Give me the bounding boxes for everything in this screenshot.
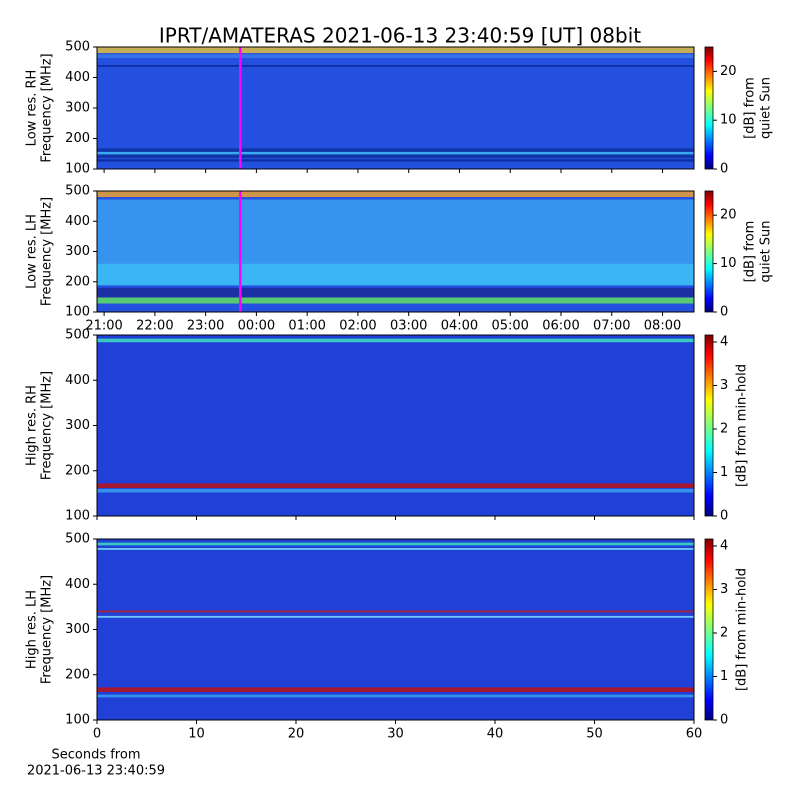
y-tick-label: 500: [65, 40, 90, 55]
heatmap-band: [97, 191, 694, 198]
y-tick-label: 200: [65, 463, 90, 478]
colorbar-label: [dB] from min-hold: [735, 364, 750, 487]
colorbar-tick-label: 4: [720, 538, 728, 553]
colorbar-tick-label: 3: [720, 378, 728, 393]
x-tick-label: 04:00: [441, 319, 478, 334]
y-tick-label: 100: [65, 162, 90, 177]
colorbar-tick-label: 1: [720, 669, 728, 684]
y-axis-label: Frequency [MHz]: [40, 53, 55, 162]
colorbar-tick-label: 4: [720, 334, 728, 349]
heatmap-band: [97, 610, 694, 613]
x-tick-label: 40: [487, 727, 504, 742]
colorbar-label: [dB] from min-hold: [735, 568, 750, 691]
heatmap-band: [97, 287, 694, 298]
heatmap-band: [97, 65, 694, 67]
x-tick-label: 03:00: [390, 319, 427, 334]
heatmap-band: [97, 159, 694, 162]
heatmap-band: [97, 151, 694, 155]
y-tick-label: 400: [65, 70, 90, 85]
x-tick-label: 21:00: [85, 319, 122, 334]
x-tick-label: 20: [288, 727, 305, 742]
colorbar-tick-label: 0: [720, 162, 728, 177]
heatmap-band: [97, 199, 694, 264]
colorbar-tick-label: 0: [720, 509, 728, 524]
x-tick-label: 30: [387, 727, 404, 742]
colorbar-tick-label: 2: [720, 421, 728, 436]
colorbar: [704, 334, 714, 517]
y-tick-label: 500: [65, 532, 90, 547]
y-tick-label: 200: [65, 274, 90, 289]
y-axis-label: Frequency [MHz]: [40, 371, 55, 480]
x-tick-label: 00:00: [238, 319, 275, 334]
x-axis-label: 2021-06-13 23:40:59: [27, 764, 165, 779]
x-tick-label: 05:00: [491, 319, 528, 334]
heatmap-band: [97, 263, 694, 286]
x-axis-label: Seconds from: [51, 748, 140, 763]
heatmap-band: [97, 297, 694, 304]
y-tick-label: 300: [65, 622, 90, 637]
figure-title: IPRT/AMATERAS 2021-06-13 23:40:59 [UT] 0…: [159, 24, 641, 48]
heatmap: [97, 539, 694, 720]
x-tick-label: 60: [686, 727, 703, 742]
y-axis-label: High res. LH: [25, 590, 40, 669]
colorbar-label: [dB] from: [743, 221, 758, 283]
y-tick-label: 400: [65, 214, 90, 229]
colorbar-tick-label: 3: [720, 582, 728, 597]
y-tick-label: 400: [65, 577, 90, 592]
y-tick-label: 100: [65, 509, 90, 524]
colorbar-tick-label: 10: [720, 256, 737, 271]
heatmap-band: [97, 483, 694, 488]
x-tick-label: 01:00: [288, 319, 325, 334]
colorbar-tick-label: 0: [720, 713, 728, 728]
colorbar-label: quiet Sun: [759, 77, 774, 139]
heatmap-band: [97, 615, 694, 618]
colorbar-tick-label: 20: [720, 64, 737, 79]
y-tick-label: 500: [65, 328, 90, 343]
x-tick-label: 0: [93, 727, 101, 742]
heatmap-band: [97, 542, 694, 546]
colorbar: [704, 190, 714, 313]
x-tick-label: 50: [586, 727, 603, 742]
y-axis-label: Low res. RH: [25, 70, 40, 147]
heatmap-band: [97, 47, 694, 54]
y-tick-label: 200: [65, 131, 90, 146]
y-tick-label: 300: [65, 244, 90, 259]
x-tick-label: 22:00: [136, 319, 173, 334]
x-tick-label: 08:00: [644, 319, 681, 334]
y-tick-label: 300: [65, 418, 90, 433]
colorbar: [704, 538, 714, 721]
y-axis-label: Frequency [MHz]: [40, 197, 55, 306]
x-tick-label: 06:00: [542, 319, 579, 334]
colorbar-tick-label: 1: [720, 465, 728, 480]
x-tick-label: 10: [188, 727, 205, 742]
y-tick-label: 300: [65, 101, 90, 116]
y-tick-label: 100: [65, 305, 90, 320]
colorbar: [704, 46, 714, 170]
x-tick-label: 07:00: [593, 319, 630, 334]
colorbar-label: quiet Sun: [759, 220, 774, 282]
x-tick-label: 02:00: [339, 319, 376, 334]
heatmap-band: [97, 694, 694, 698]
y-axis-label: Low res. LH: [25, 214, 40, 289]
heatmap-band: [97, 548, 694, 550]
colorbar-tick-label: 2: [720, 625, 728, 640]
y-tick-label: 500: [65, 184, 90, 199]
y-tick-label: 400: [65, 373, 90, 388]
heatmap-band: [97, 338, 694, 343]
heatmap-band: [97, 488, 694, 493]
y-axis-label: Frequency [MHz]: [40, 575, 55, 684]
colorbar-tick-label: 10: [720, 113, 737, 128]
y-tick-label: 100: [65, 713, 90, 728]
heatmap-band: [97, 54, 694, 58]
colorbar-tick-label: 20: [720, 208, 737, 223]
heatmap-band: [97, 687, 694, 692]
y-axis-label: High res. RH: [25, 385, 40, 466]
x-tick-label: 23:00: [187, 319, 224, 334]
colorbar-tick-label: 0: [720, 305, 728, 320]
colorbar-label: [dB] from: [743, 77, 758, 139]
y-tick-label: 200: [65, 667, 90, 682]
